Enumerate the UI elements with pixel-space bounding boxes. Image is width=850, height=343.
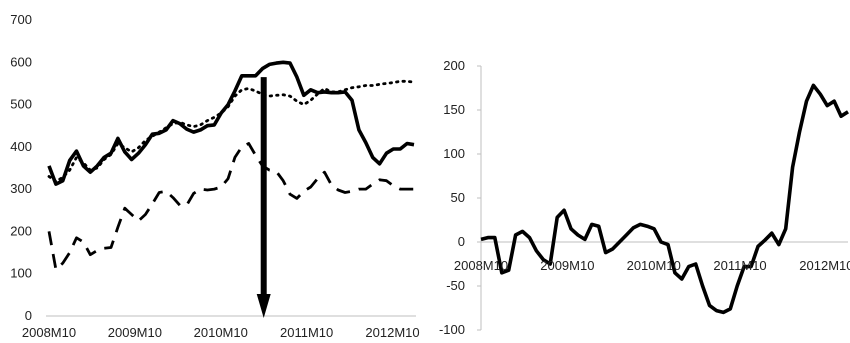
arrow-head [256, 294, 271, 318]
x-tick-label: 2011M10 [713, 258, 766, 273]
y-tick-label: 400 [10, 139, 32, 154]
y-tick-label: -100 [439, 322, 465, 337]
left-series-lines [47, 60, 416, 271]
x-tick-label: 2008M10 [454, 258, 508, 273]
series-line-1 [47, 60, 415, 186]
x-tick-label: 2012M10 [799, 258, 850, 273]
right-chart: -100 -50 0 50 100 150 200 2008M10 2009M10 2010M10… [439, 58, 850, 337]
x-tick-label: 2009M10 [108, 325, 162, 340]
y-tick-label: 0 [458, 234, 465, 249]
x-tick-label: 2010M10 [627, 258, 681, 273]
y-tick-label: 100 [443, 146, 465, 161]
y-tick-label: 150 [443, 102, 465, 117]
left-chart: 0 100 200 300 400 500 600 700 2008M10 2009M10 2010… [10, 12, 419, 340]
x-tick-label: 2009M10 [540, 258, 594, 273]
y-tick-label: 700 [10, 12, 32, 27]
y-tick-label: 500 [10, 97, 32, 112]
x-tick-label: 2008M10 [22, 325, 76, 340]
y-tick-label: 300 [10, 181, 32, 196]
y-tick-label: 200 [443, 58, 465, 73]
right-series-lines [480, 83, 849, 315]
x-tick-label: 2011M10 [280, 325, 333, 340]
y-tick-label: 200 [10, 223, 32, 238]
x-tick-label: 2012M10 [365, 325, 419, 340]
right-tick-labels: -100 -50 0 50 100 150 200 2008M10 2009M10 2010M10… [439, 58, 850, 337]
y-tick-label: 100 [10, 266, 32, 281]
x-tick-label: 2010M10 [194, 325, 248, 340]
series-line-3 [47, 142, 414, 271]
y-tick-label: 0 [25, 308, 32, 323]
y-tick-label: 600 [10, 54, 32, 69]
left-tick-labels: 0 100 200 300 400 500 600 700 2008M10 2009M10 2010… [10, 12, 419, 340]
left-arrow-marker [256, 77, 271, 318]
y-tick-label: 50 [451, 190, 465, 205]
series-line-2 [47, 79, 416, 183]
series-line-1 [480, 83, 849, 315]
y-tick-label: -50 [446, 278, 465, 293]
